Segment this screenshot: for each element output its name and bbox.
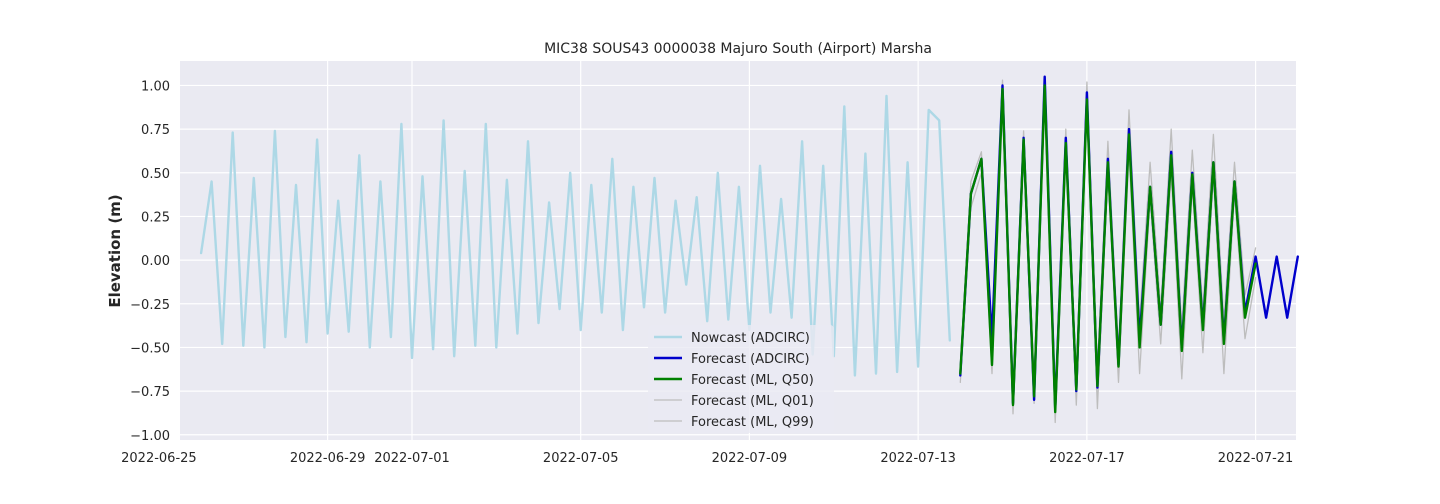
y-axis-label: Elevation (m) (106, 194, 124, 307)
y-tick-label: 0.25 (141, 210, 170, 225)
series-group (199, 75, 1300, 424)
x-axis: 2022-06-25 2022-06-29 2022-07-01 2022-07-05… (121, 451, 1293, 466)
y-tick-label: −0.25 (130, 298, 170, 313)
legend-label: Forecast (ML, Q99) (691, 415, 814, 430)
y-tick-label: −1.00 (130, 429, 170, 444)
x-tick-label: 2022-06-25 (121, 451, 197, 466)
y-tick-label: −0.50 (130, 341, 170, 356)
x-tick-label: 2022-07-01 (374, 451, 450, 466)
series-line-0 (199, 94, 951, 377)
y-axis: 1.00 0.75 0.50 0.25 0.00 −0.25 −0.50 −0.75 −1.00 (130, 79, 170, 443)
legend-label: Forecast (ADCIRC) (691, 352, 810, 367)
chart-title: MIC38 SOUS43 0000038 Majuro South (Airpo… (544, 41, 932, 57)
x-tick-label: 2022-07-21 (1218, 451, 1294, 466)
x-tick-label: 2022-07-13 (880, 451, 956, 466)
legend-label: Forecast (ML, Q50) (691, 373, 814, 388)
y-tick-label: 0.00 (141, 254, 170, 269)
legend-box (648, 325, 834, 433)
x-tick-label: 2022-06-29 (290, 451, 366, 466)
x-tick-label: 2022-07-17 (1049, 451, 1125, 466)
legend-label: Forecast (ML, Q01) (691, 394, 814, 409)
y-tick-label: 0.75 (141, 123, 170, 138)
y-tick-label: 1.00 (141, 79, 170, 94)
legend-label: Nowcast (ADCIRC) (691, 331, 810, 346)
y-tick-label: −0.75 (130, 385, 170, 400)
series-line-2 (959, 84, 1257, 414)
x-tick-label: 2022-07-09 (712, 451, 788, 466)
legend: Nowcast (ADCIRC) Forecast (ADCIRC) Forecas… (648, 325, 834, 433)
x-tick-label: 2022-07-05 (543, 451, 619, 466)
y-tick-label: 0.50 (141, 167, 170, 182)
